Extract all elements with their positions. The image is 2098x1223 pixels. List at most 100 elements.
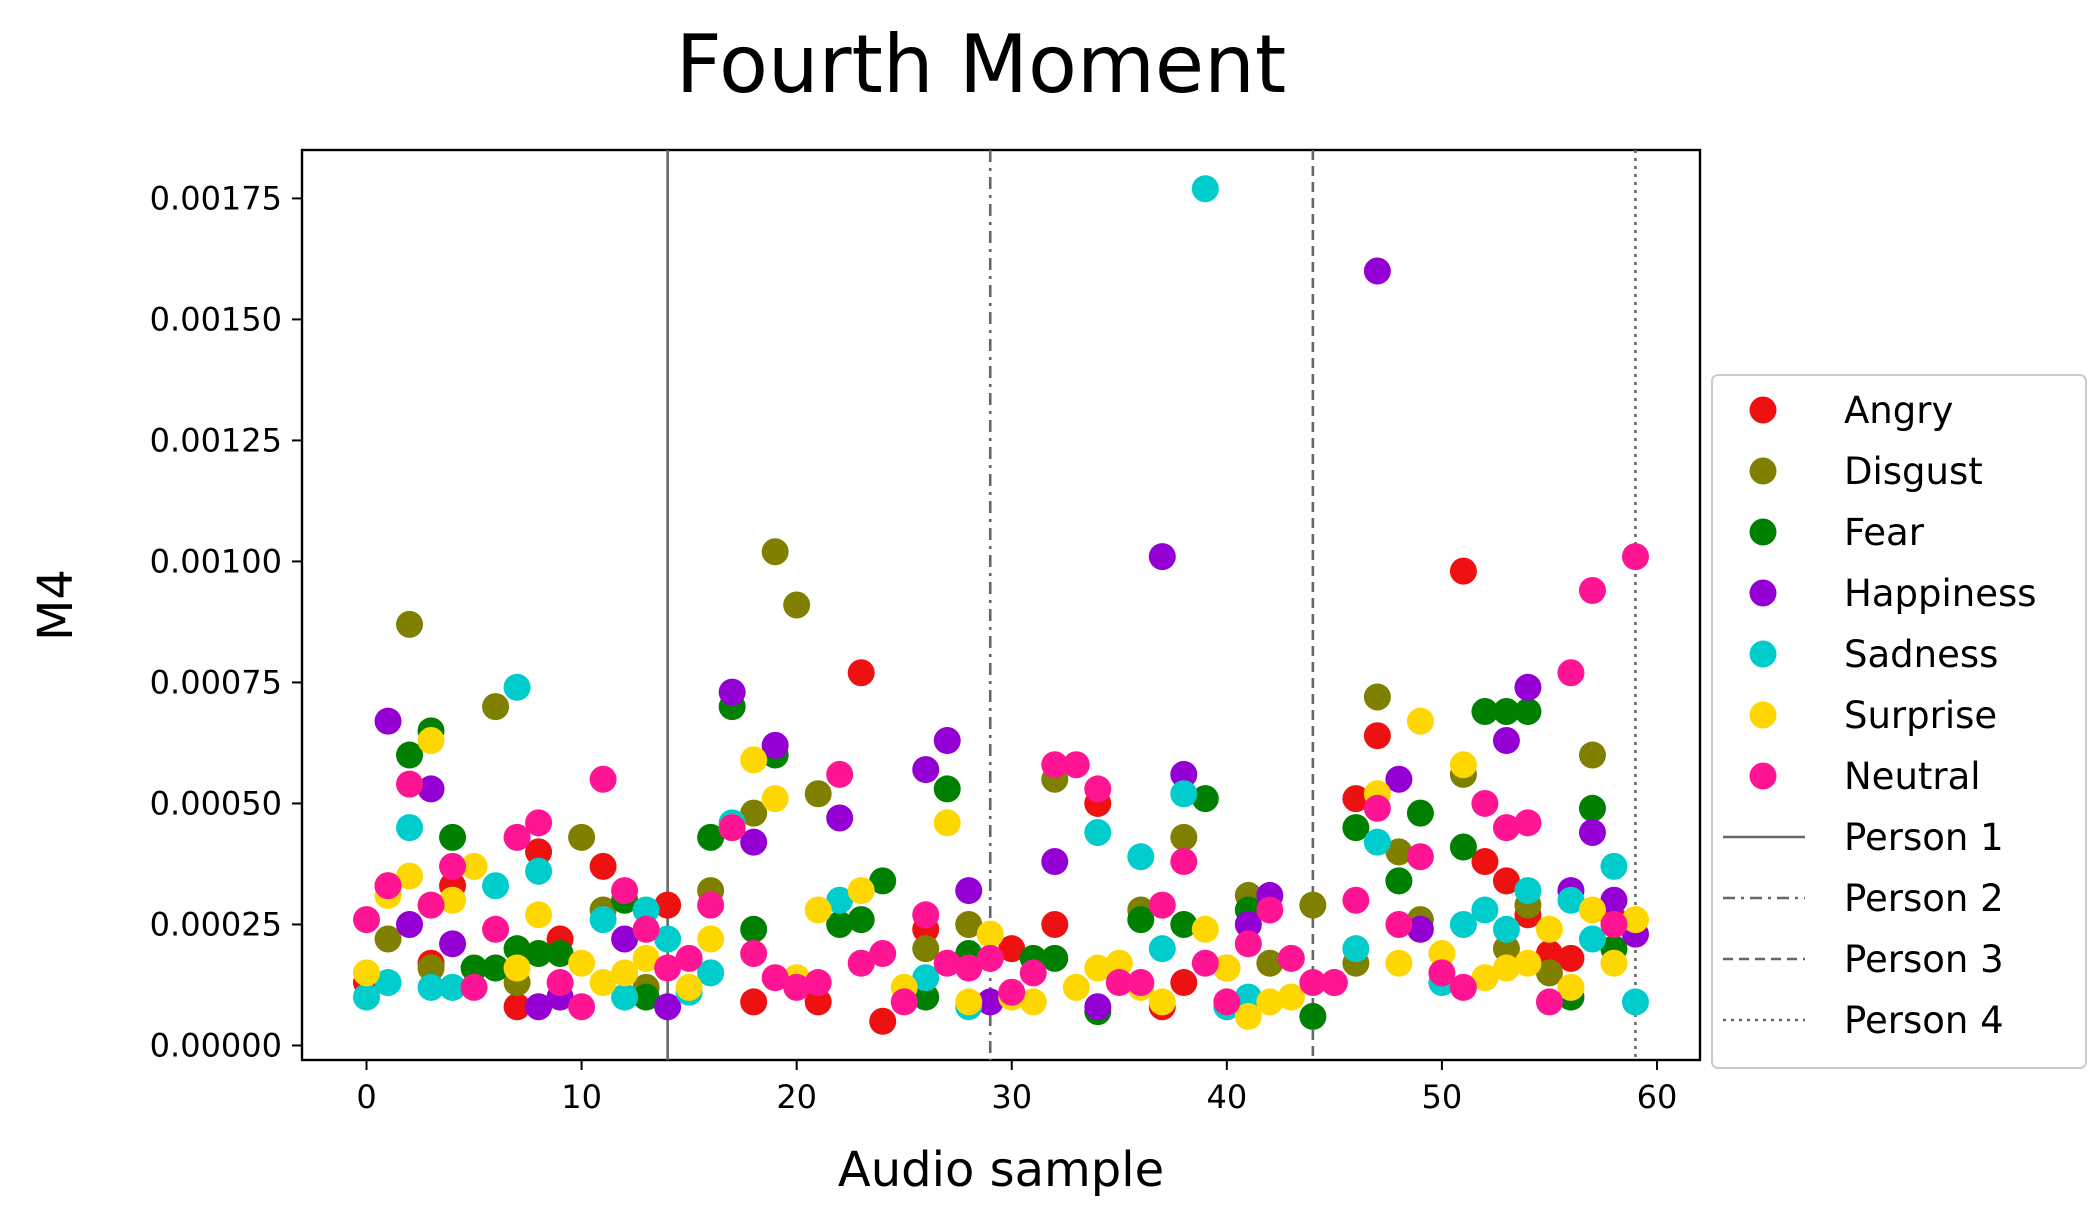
data-point: [439, 973, 467, 1001]
data-point: [1277, 983, 1305, 1011]
data-point: [1041, 848, 1069, 876]
data-point: [1191, 175, 1219, 203]
data-point: [1105, 949, 1133, 977]
data-point: [1385, 765, 1413, 793]
data-point: [353, 959, 381, 987]
data-point: [1621, 906, 1649, 934]
data-point: [1385, 838, 1413, 866]
data-point: [589, 969, 617, 997]
data-point: [374, 969, 402, 997]
data-point: [740, 828, 768, 856]
y-tick-label: 0.00175: [150, 179, 282, 217]
data-point: [632, 896, 660, 924]
data-point: [439, 930, 467, 958]
data-point: [933, 727, 961, 755]
data-point: [1299, 969, 1327, 997]
data-point: [1449, 751, 1477, 779]
data-point: [1449, 910, 1477, 938]
data-point: [933, 809, 961, 837]
data-point: [1084, 775, 1112, 803]
legend-label: Happiness: [1844, 572, 2037, 615]
data-point: [718, 678, 746, 706]
data-point: [804, 780, 832, 808]
data-point: [417, 727, 445, 755]
data-point: [1557, 886, 1585, 914]
data-point: [460, 954, 488, 982]
data-point: [912, 901, 940, 929]
data-point: [1492, 954, 1520, 982]
data-point: [1170, 823, 1198, 851]
data-point: [525, 901, 553, 929]
data-point: [1557, 973, 1585, 1001]
data-point: [417, 954, 445, 982]
data-point: [740, 940, 768, 968]
legend-marker: [1749, 396, 1777, 424]
data-point: [1191, 785, 1219, 813]
data-point: [1535, 988, 1563, 1016]
data-point: [1578, 925, 1606, 953]
data-point: [890, 988, 918, 1016]
data-point: [933, 949, 961, 977]
data-point: [933, 775, 961, 803]
data-point: [955, 910, 983, 938]
data-point: [1578, 576, 1606, 604]
data-point: [740, 746, 768, 774]
x-tick-label: 10: [561, 1078, 602, 1116]
data-point: [417, 891, 445, 919]
data-point: [482, 954, 510, 982]
data-point: [396, 770, 424, 798]
y-tick-label: 0.00025: [150, 905, 282, 943]
data-point: [417, 973, 445, 1001]
data-point: [1578, 896, 1606, 924]
data-point: [396, 741, 424, 769]
data-point: [632, 915, 660, 943]
data-point: [1600, 852, 1628, 880]
data-point: [740, 799, 768, 827]
data-point: [1084, 954, 1112, 982]
legend-box: [1711, 374, 2087, 1069]
data-point: [1170, 969, 1198, 997]
data-point: [1471, 896, 1499, 924]
data-point: [1471, 697, 1499, 725]
data-point: [1621, 988, 1649, 1016]
data-point: [1406, 843, 1434, 871]
data-point: [353, 983, 381, 1011]
data-point: [1600, 910, 1628, 938]
y-axis-ticks: 0.00000 0.00025 0.00050 0.00075 0.00100 0.001…: [150, 179, 302, 1064]
legend-marker: [1749, 518, 1777, 546]
data-point: [589, 765, 617, 793]
data-point: [869, 940, 897, 968]
data-point: [1342, 886, 1370, 914]
data-point: [632, 944, 660, 972]
data-point: [654, 954, 682, 982]
data-point: [1234, 1002, 1262, 1030]
data-point: [1492, 915, 1520, 943]
series-disgust: [374, 538, 1606, 1001]
data-point: [654, 925, 682, 953]
data-points: [353, 175, 1649, 1035]
legend-label: Angry: [1844, 389, 1953, 432]
data-point: [804, 969, 832, 997]
legend-marker: [1749, 640, 1777, 668]
plot-frame: [300, 148, 1702, 1062]
data-point: [1492, 697, 1520, 725]
data-point: [568, 949, 596, 977]
legend-label: Person 1: [1844, 816, 2004, 859]
data-point: [1535, 915, 1563, 943]
data-point: [955, 954, 983, 982]
data-point: [525, 838, 553, 866]
data-point: [632, 983, 660, 1011]
series-neutral: [353, 543, 1649, 1021]
y-tick-label: 0.00075: [150, 663, 282, 701]
data-point: [482, 693, 510, 721]
data-point: [1514, 697, 1542, 725]
data-point: [374, 872, 402, 900]
data-point: [1471, 789, 1499, 817]
data-point: [1148, 935, 1176, 963]
data-point: [1320, 969, 1348, 997]
data-point: [1170, 780, 1198, 808]
data-point: [1428, 940, 1456, 968]
legend-label: Person 4: [1844, 999, 2004, 1042]
data-point: [525, 993, 553, 1021]
data-point: [1148, 988, 1176, 1016]
